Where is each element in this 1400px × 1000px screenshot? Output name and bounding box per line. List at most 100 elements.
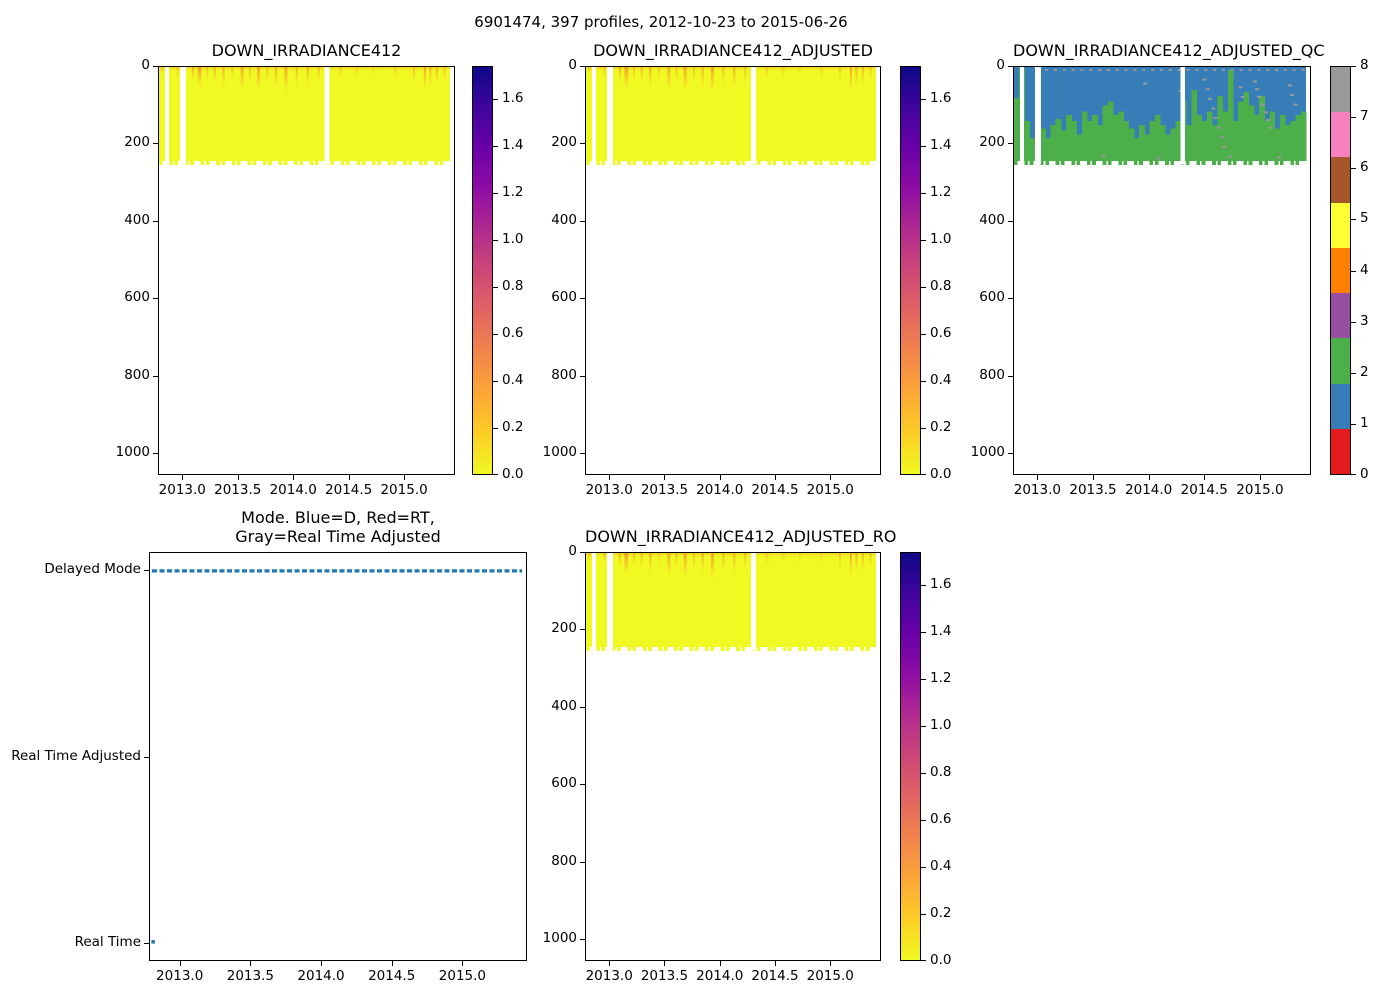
figure-title: 6901474, 397 profiles, 2012-10-23 to 201… xyxy=(474,13,848,31)
qc-green-column xyxy=(1253,115,1260,161)
y-tick-mark xyxy=(144,757,149,759)
x-tick-mark xyxy=(1148,475,1150,480)
heatmap-bottom-nub xyxy=(236,160,241,165)
surface-band xyxy=(159,67,450,72)
missing-profile-gap xyxy=(751,553,757,651)
heatmap-bottom-nub xyxy=(803,646,808,651)
qc-gray-marker xyxy=(1160,68,1163,71)
heatmap-bottom-nub xyxy=(798,646,802,651)
x-tick-mark xyxy=(250,961,252,966)
heatmap-bottom-nub xyxy=(216,160,220,165)
colorbar-tick-label: 1.2 xyxy=(930,669,952,686)
colorbar-tick-label: 0.6 xyxy=(502,324,524,341)
x-tick-label: 2014.0 xyxy=(297,968,345,984)
colorbar-tick-label: 0.0 xyxy=(930,952,952,968)
colorbar-tick-label: 0.0 xyxy=(930,466,952,482)
heatmap-bottom-nub xyxy=(1071,160,1076,165)
plot-svg-down_irradiance412_adjusted xyxy=(586,67,876,165)
heatmap-bottom-nub xyxy=(710,646,714,651)
heatmap-data xyxy=(159,67,450,161)
colorbar-tick-mark xyxy=(921,98,926,100)
surface-streak xyxy=(733,67,736,91)
surface-streak xyxy=(240,67,244,94)
surface-streak xyxy=(839,67,842,85)
heatmap-bottom-nub xyxy=(1024,160,1029,165)
colorbar-tick-mark xyxy=(921,474,926,475)
heatmap-bottom-nub xyxy=(756,160,761,165)
y-tick-label: 0 xyxy=(996,57,1005,73)
heatmap-bottom-nub xyxy=(1133,160,1138,165)
qc-green-column xyxy=(1227,70,1234,161)
surface-streak xyxy=(839,553,842,571)
colorbar-tick-mark xyxy=(1351,321,1356,323)
y-tick-mark xyxy=(580,220,585,222)
colorbar-tick-mark xyxy=(921,239,926,241)
surface-streak xyxy=(588,67,591,79)
y-tick-label: 0 xyxy=(568,57,577,73)
surface-streak xyxy=(649,67,652,91)
heatmap-bottom-nub xyxy=(617,160,621,165)
qc-gray-marker xyxy=(1207,97,1212,100)
x-tick-label: 2013.0 xyxy=(585,968,633,984)
colorbar-tick-mark xyxy=(921,427,926,429)
heatmap-bottom-nub xyxy=(617,646,621,651)
colorbar-tick-mark xyxy=(921,960,926,961)
qc-gray-marker xyxy=(1204,68,1208,71)
x-tick-label: 2013.5 xyxy=(226,968,274,984)
heatmap-bottom-nub xyxy=(850,160,854,165)
y-tick-label: Real Time Adjusted xyxy=(11,748,141,765)
colorbar-tick-mark xyxy=(1351,270,1356,272)
heatmap-bottom-nub xyxy=(1279,160,1284,165)
colorbar-tick-mark xyxy=(1351,66,1356,67)
missing-profile-gap xyxy=(1180,67,1186,165)
heatmap-bottom-nub xyxy=(1233,160,1237,165)
colorbar-tick-mark xyxy=(921,631,926,633)
heatmap-bottom-nub xyxy=(1196,160,1201,165)
qc-green-column xyxy=(1233,120,1239,161)
heatmap-bottom-nub xyxy=(377,160,381,165)
qc-green-column xyxy=(1087,120,1093,161)
colorbar-tick-label: 0.2 xyxy=(502,418,524,435)
surface-streak xyxy=(640,553,643,572)
qc-gray-marker xyxy=(1098,68,1102,71)
x-tick-mark xyxy=(1204,475,1206,480)
qc-green-column xyxy=(1238,101,1244,161)
x-tick-mark xyxy=(293,475,295,480)
qc-gray-marker xyxy=(1106,68,1110,71)
colorbar-tick-label: 6 xyxy=(1360,159,1369,176)
y-tick-mark xyxy=(580,861,585,863)
y-tick-label: 400 xyxy=(551,211,577,228)
surface-streak xyxy=(423,67,426,94)
qc-gray-marker xyxy=(1213,117,1218,120)
qc-green-column xyxy=(1212,124,1218,161)
heatmap-bottom-nub xyxy=(850,646,854,651)
surface-streak xyxy=(692,553,695,573)
heatmap-bottom-nub xyxy=(819,160,823,165)
qc-green-column xyxy=(1300,111,1307,161)
heatmap-bottom-nub xyxy=(403,160,407,165)
surface-streak xyxy=(849,553,852,580)
heatmap-bottom-nub xyxy=(736,160,740,165)
surface-streak xyxy=(701,67,704,91)
heatmap-bottom-nub xyxy=(611,160,616,165)
surface-streak xyxy=(213,67,216,86)
x-tick-label: 2013.5 xyxy=(640,482,689,498)
qc-gray-marker xyxy=(1168,68,1172,71)
colorbar-segment xyxy=(1331,338,1350,384)
qc-green-column xyxy=(1165,134,1171,161)
qc-green-column xyxy=(1154,115,1161,161)
x-tick-label: 2014.0 xyxy=(696,482,744,498)
y-tick-mark xyxy=(1008,298,1013,300)
x-tick-mark xyxy=(664,961,666,966)
heatmap-bottom-nub xyxy=(844,160,849,165)
surface-streak xyxy=(744,67,747,87)
surface-streak xyxy=(284,67,288,97)
heatmap-bottom-nub xyxy=(1295,160,1300,165)
x-tick-label: 2014.5 xyxy=(368,968,416,984)
heatmap-bottom-nub xyxy=(283,160,288,165)
colorbar-tick-label: 3 xyxy=(1360,312,1369,329)
heatmap-bottom-nub xyxy=(205,160,210,165)
surface-streak xyxy=(306,67,309,91)
missing-profile-gap xyxy=(324,67,330,165)
colorbar-tick-mark xyxy=(921,380,926,382)
